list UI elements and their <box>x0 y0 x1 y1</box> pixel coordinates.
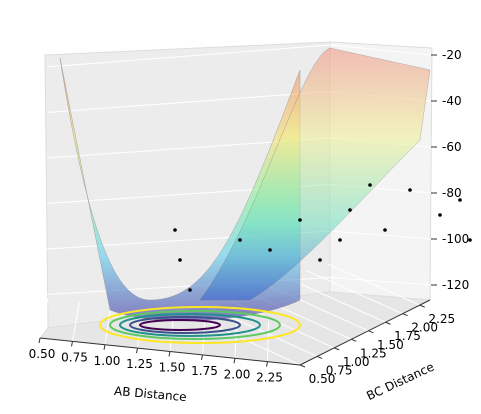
y-tick <box>316 355 323 359</box>
x-tick-label: 1.75 <box>191 364 218 378</box>
y-tick-label: 0.50 <box>309 372 336 386</box>
grid-line <box>72 301 80 342</box>
grid-line <box>267 321 269 362</box>
grid-line <box>329 44 432 56</box>
contours <box>99 306 301 344</box>
grid-line <box>327 263 420 306</box>
x-tick <box>136 348 138 354</box>
grid-line <box>39 297 49 339</box>
z-tick-label: -120 <box>442 278 469 292</box>
y-tick <box>334 347 340 351</box>
x-tick <box>103 344 106 350</box>
x-tick <box>266 361 268 367</box>
x-tick-label: 2.25 <box>256 371 283 385</box>
z-tick-label: -40 <box>442 94 462 108</box>
y-tick-label: 1.00 <box>343 355 370 369</box>
y-tick <box>385 321 391 325</box>
x-axis-label: AB Distance <box>114 384 188 404</box>
z-tick-label: -80 <box>442 186 462 200</box>
x-tick-label: 1.00 <box>94 354 121 368</box>
x-tick-label: 2.00 <box>224 367 251 381</box>
z-tick-label: -100 <box>442 232 469 246</box>
x-tick-label: 1.25 <box>126 357 153 371</box>
x-tick-label: 0.50 <box>29 347 56 361</box>
x-tick <box>38 337 41 344</box>
y-tick-label: 2.00 <box>411 321 438 335</box>
x-tick <box>168 351 171 357</box>
grid-line <box>46 44 331 68</box>
y-tick <box>299 364 306 368</box>
y-tick <box>419 304 425 308</box>
y-axis <box>299 299 431 366</box>
grid-line <box>46 91 331 113</box>
y-axis-label: BC Distance <box>364 360 436 403</box>
y-tick-label: 1.50 <box>377 338 404 352</box>
y-tick-label: 1.75 <box>394 329 421 343</box>
y-tick-label: 0.75 <box>326 363 353 377</box>
grid-line <box>285 276 386 323</box>
x-tick <box>71 341 73 347</box>
y-tick <box>402 313 408 317</box>
grid-line <box>104 304 112 345</box>
y-tick <box>351 338 357 342</box>
z-tick-label: -60 <box>442 140 462 154</box>
x-tick-label: 1.50 <box>159 361 186 375</box>
y-tick-label: 2.25 <box>428 312 455 326</box>
x-tick-label: 0.75 <box>61 350 88 364</box>
grid-line <box>329 277 432 286</box>
y-tick <box>368 330 374 334</box>
grid-line <box>329 230 432 240</box>
surface <box>199 47 431 301</box>
z-tick-label: -20 <box>442 48 462 62</box>
x-tick <box>233 358 236 364</box>
x-tick <box>201 354 203 360</box>
scatter-points <box>173 183 472 292</box>
y-tick-label: 1.25 <box>360 346 387 360</box>
